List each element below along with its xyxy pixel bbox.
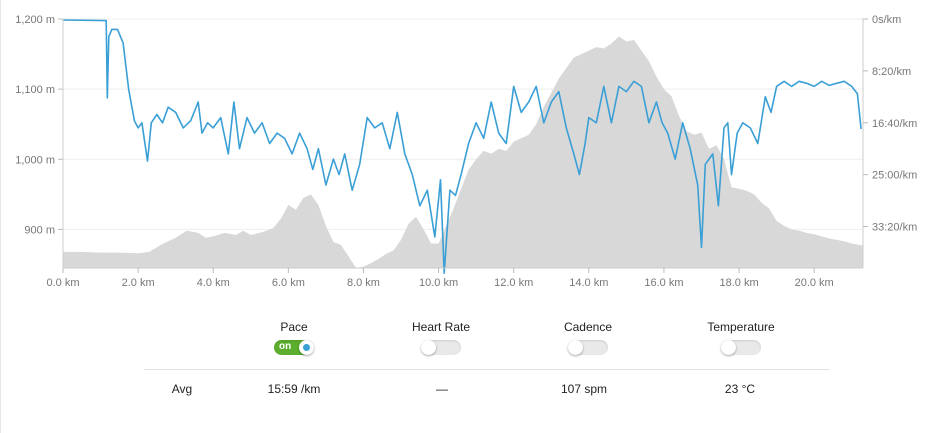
y-left-tick-label: 1,100 m	[15, 84, 55, 96]
toggle-heart-rate[interactable]: Heart Rate	[381, 320, 501, 360]
switch-knob	[299, 340, 314, 355]
x-tick-label: 4.0 km	[197, 277, 230, 289]
avg-label: Avg	[171, 382, 193, 396]
y-right-tick-label: 25:00/km	[872, 170, 917, 182]
x-tick-label: 20.0 km	[795, 277, 834, 289]
avg-heart-rate: —	[436, 382, 448, 396]
heart-rate-switch[interactable]	[421, 340, 461, 355]
toggle-cadence-label: Cadence	[563, 320, 613, 334]
x-tick-label: 2.0 km	[122, 277, 155, 289]
y-right-tick-label: 8:20/km	[872, 66, 911, 78]
pace-switch-on-text: on	[279, 341, 292, 352]
cadence-switch[interactable]	[568, 340, 608, 355]
x-tick-label: 14.0 km	[569, 277, 608, 289]
stream-toggles: Pace on Heart Rate Cadence Temperature	[0, 320, 949, 366]
avg-divider	[144, 369, 830, 370]
toggle-heart-rate-label: Heart Rate	[411, 320, 471, 334]
avg-pace: 15:59 /km	[267, 382, 321, 396]
switch-knob	[721, 340, 736, 355]
switch-knob	[568, 340, 583, 355]
x-tick-label: 12.0 km	[494, 277, 533, 289]
x-tick-label: 6.0 km	[272, 277, 305, 289]
y-left-tick-label: 1,000 m	[15, 154, 55, 166]
x-tick-label: 16.0 km	[644, 277, 683, 289]
y-left-tick-label: 1,200 m	[15, 14, 55, 26]
avg-row: Avg 15:59 /km — 107 spm 23 °C	[0, 382, 949, 398]
avg-cadence: 107 spm	[560, 382, 608, 396]
toggle-pace[interactable]: Pace on	[234, 320, 354, 360]
x-tick-label: 10.0 km	[419, 277, 458, 289]
x-tick-label: 18.0 km	[719, 277, 758, 289]
y-right-tick-label: 33:20/km	[872, 222, 917, 234]
toggle-temperature[interactable]: Temperature	[681, 320, 801, 360]
elevation-pace-chart: 1,200 m 1,100 m 1,000 m 900 m 0s/km 8:20/km 16…	[15, 14, 917, 289]
switch-knob	[421, 340, 436, 355]
y-right-tick-label: 0s/km	[872, 14, 901, 26]
toggle-pace-label: Pace	[280, 320, 308, 334]
x-tick-label: 8.0 km	[347, 277, 380, 289]
avg-temperature: 23 °C	[724, 382, 756, 396]
temperature-switch[interactable]	[721, 340, 761, 355]
x-tick-label: 0.0 km	[46, 277, 79, 289]
pace-switch[interactable]: on	[274, 340, 314, 355]
panel-left-border	[0, 0, 1, 433]
toggle-temperature-label: Temperature	[707, 320, 775, 334]
y-right-tick-label: 16:40/km	[872, 118, 917, 130]
pace-line	[62, 19, 862, 274]
y-left-tick-label: 900 m	[24, 224, 55, 236]
elevation-area	[63, 36, 863, 268]
toggle-cadence[interactable]: Cadence	[528, 320, 648, 360]
